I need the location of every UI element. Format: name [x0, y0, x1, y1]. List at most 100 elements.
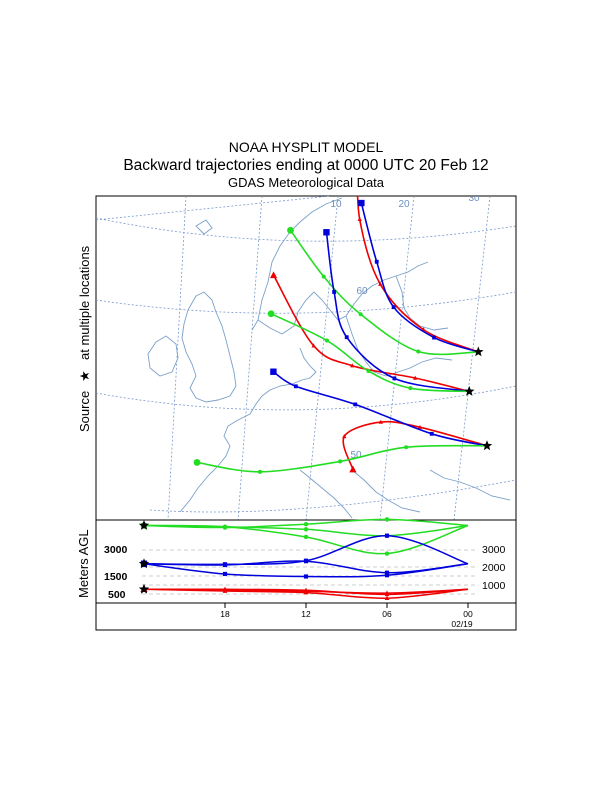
map-marker-9-4	[193, 459, 201, 466]
profile-marker-9-3	[222, 525, 228, 530]
map-marker-5-3	[332, 290, 337, 294]
map-marker-7-4	[349, 465, 357, 473]
time-tick-12: 12	[301, 609, 311, 619]
map-source-star-3	[481, 440, 493, 451]
coast-continent-west	[179, 379, 303, 513]
map-marker-3-3	[321, 274, 326, 279]
height-label-right-2000: 2000	[482, 562, 506, 574]
profile-marker-7-2	[303, 589, 309, 595]
map-marker-4-1	[412, 375, 418, 380]
map-sources	[464, 346, 493, 451]
map-marker-1-2	[378, 281, 383, 286]
map-marker-3-1	[416, 349, 421, 354]
chart-title: NOAA HYSPLIT MODEL	[229, 139, 384, 155]
coast-gulf-finland	[395, 275, 449, 331]
height-label-right-1000: 1000	[482, 580, 506, 592]
map-marker-4-2	[350, 363, 355, 368]
height-label-left-1500: 1500	[104, 571, 128, 583]
grid-label-60: 60	[356, 286, 368, 297]
map-marker-9-3	[257, 469, 263, 474]
map-ylabel-multiple: at multiple locations	[77, 245, 92, 360]
height-label-left-3000: 3000	[104, 544, 128, 556]
time-tick-06: 06	[382, 609, 392, 619]
grid-label-50: 50	[350, 450, 362, 461]
map-marker-7-1	[417, 424, 423, 429]
coast-faroe	[195, 219, 213, 235]
coast-norway	[251, 197, 343, 331]
map-marker-8-1	[429, 431, 434, 436]
map-marker-3-4	[287, 226, 294, 234]
map-marker-2-3	[374, 259, 379, 264]
map-marker-6-1	[408, 386, 413, 391]
grid-label-30: 30	[468, 193, 480, 204]
profile-marker-2-1	[384, 573, 390, 578]
map-marker-9-1	[404, 445, 409, 450]
coast-ireland	[147, 335, 179, 377]
map-marker-6-2	[366, 368, 371, 374]
chart-subtitle: Backward trajectories ending at 0000 UTC…	[123, 157, 488, 174]
grid-label-20: 20	[398, 199, 410, 210]
map-marker-2-2	[391, 305, 396, 310]
profile-marker-9-1	[384, 517, 390, 522]
profile-marker-2-2	[303, 574, 309, 579]
profile-marker-4-1	[384, 591, 390, 597]
profile-marker-9-2	[303, 522, 309, 527]
map-marker-5-1	[392, 376, 397, 381]
map-marker-2-4	[358, 199, 365, 207]
coast-italy	[299, 469, 353, 519]
time-tick-18: 18	[220, 609, 230, 619]
map-marker-3-2	[358, 312, 363, 317]
height-label-left-500: 500	[108, 589, 126, 601]
map-source-star-1	[473, 346, 484, 357]
profile-source-star-3	[138, 583, 150, 594]
map-marker-7-2	[378, 419, 383, 424]
map-frame	[95, 195, 517, 521]
map-ylabel-star: ★	[77, 370, 92, 382]
grid-label-10: 10	[330, 199, 342, 210]
profile-marker-8-3	[222, 562, 228, 567]
profile-marker-5-1	[384, 570, 390, 575]
profile-marker-7-1	[384, 595, 390, 600]
map-marker-2-1	[432, 335, 437, 340]
graticule	[96, 196, 516, 520]
meridian-nw	[96, 196, 331, 221]
profile-marker-7-3	[222, 588, 228, 593]
map-marker-8-4	[270, 368, 277, 375]
profile-marker-4-2	[303, 587, 309, 593]
latitude-line-40	[149, 479, 516, 513]
date-label: 02/19	[451, 619, 473, 629]
profile-marker-2-3	[222, 571, 228, 577]
profile-marker-6-1	[384, 551, 390, 556]
coastlines	[147, 197, 511, 519]
coast-adriatic	[351, 469, 421, 513]
chart-subtitle-data: GDAS Meteorological Data	[228, 175, 385, 190]
map-marker-5-4	[323, 229, 330, 236]
profile-marker-8-2	[303, 558, 309, 563]
profile-marker-8-1	[384, 533, 390, 538]
map-marker-8-2	[353, 402, 358, 407]
map-marker-7-3	[342, 434, 347, 439]
coast-denmark	[299, 347, 317, 381]
profile-trajectories	[138, 517, 469, 600]
map-marker-4-4	[269, 271, 278, 279]
coast-black-sea	[429, 469, 511, 501]
profile-marker-6-2	[303, 534, 309, 540]
height-label-right-3000: 3000	[482, 544, 506, 556]
map-marker-5-2	[344, 335, 349, 340]
map-marker-9-2	[338, 459, 343, 464]
map-ylabel-source: Source	[77, 391, 92, 432]
profile-ylabel: Meters AGL	[76, 529, 91, 598]
map-marker-6-4	[267, 310, 275, 318]
map-marker-6-3	[324, 338, 329, 343]
map-marker-1-3	[357, 216, 362, 221]
coast-baltic-south	[345, 315, 453, 377]
time-tick-00: 00	[463, 609, 473, 619]
latitude-line-70	[96, 217, 516, 242]
map-trajectories	[193, 196, 488, 474]
map-source-star-2	[464, 385, 475, 396]
map-marker-4-3	[311, 343, 316, 348]
profile-source-star-1	[138, 520, 150, 530]
profile-source-star-2	[138, 558, 150, 569]
profile-marker-3-2	[303, 527, 309, 532]
